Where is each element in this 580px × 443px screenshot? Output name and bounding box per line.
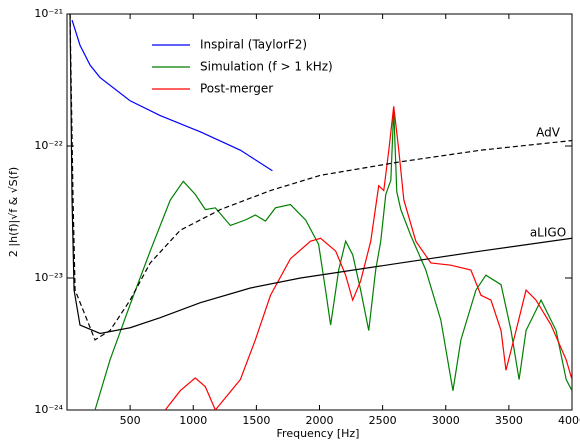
legend-label: Inspiral (TaylorF2) [200,38,307,52]
y-tick-label: 10⁻²⁴ [34,403,63,416]
annotation: AdV [536,126,561,140]
series-line [69,14,572,335]
x-tick-label: 1500 [242,414,270,427]
x-tick-label: 4000 [558,414,580,427]
x-tick-label: 500 [120,414,141,427]
y-tick-label: 10⁻²³ [34,271,63,284]
y-axis-label: 2 |h(f)|√f & √S(f) [7,167,20,257]
series-line [69,14,572,341]
x-tick-label: 2000 [306,414,334,427]
x-tick-label: 3500 [495,414,523,427]
series-line [164,106,572,410]
y-tick-label: 10⁻²² [34,139,63,152]
annotation: aLIGO [530,226,566,240]
x-tick-label: 2500 [369,414,397,427]
legend-label: Post-merger [200,82,273,96]
series-line [71,19,273,172]
legend-label: Simulation (f > 1 kHz) [200,60,333,74]
x-axis-label: Frequency [Hz] [277,427,360,440]
x-tick-label: 1000 [179,414,207,427]
series-line [94,109,572,410]
x-tick-label: 3000 [432,414,460,427]
y-tick-label: 10⁻²¹ [34,7,63,20]
